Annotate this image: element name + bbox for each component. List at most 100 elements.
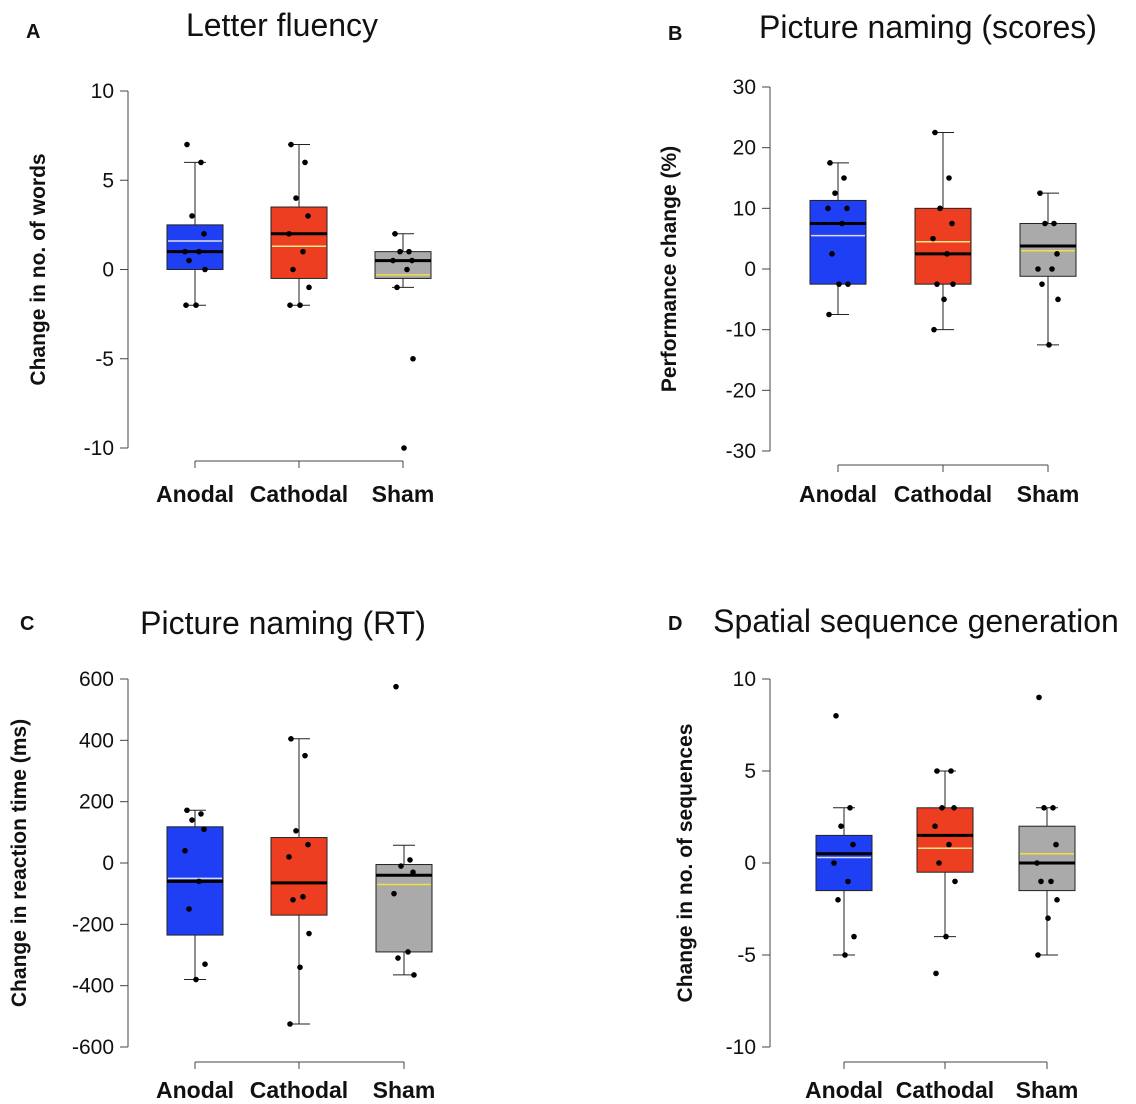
panel-a: A Letter fluency Change in no. of words -10… [26, 7, 434, 507]
box-anodal [166, 141, 224, 309]
data-point [1051, 220, 1057, 227]
data-point [934, 768, 940, 774]
iqr-box [916, 807, 974, 873]
x-tick-label: Cathodal [250, 481, 348, 507]
data-point [1037, 190, 1043, 196]
y-tick-label: -10 [84, 437, 114, 460]
box-anodal [809, 160, 867, 318]
data-point [184, 807, 190, 814]
y-tick-label: 10 [733, 668, 756, 691]
x-tick-label: Sham [1016, 1077, 1079, 1103]
x-tick-label: Sham [372, 481, 435, 507]
box-anodal [815, 713, 873, 958]
y-tick-label: -10 [726, 319, 756, 342]
y-tick-label: -20 [726, 379, 756, 402]
x-tick-label: Anodal [156, 481, 234, 507]
data-point [392, 231, 398, 237]
data-point [1053, 841, 1059, 848]
box-cathodal [916, 768, 974, 977]
y-tick-label: -600 [72, 1036, 114, 1059]
data-point [932, 823, 938, 829]
y-axis-label: Change in no. of sequences [674, 724, 697, 1003]
data-point [826, 311, 832, 318]
data-point [288, 141, 294, 148]
data-point [398, 863, 404, 869]
chart-title: Picture naming (RT) [140, 605, 426, 641]
data-point [202, 266, 208, 273]
data-point [390, 257, 396, 264]
data-point [951, 805, 957, 811]
x-tick-label: Anodal [799, 481, 877, 507]
data-point [288, 736, 294, 742]
x-tick-label: Sham [373, 1077, 436, 1103]
data-point [406, 248, 412, 255]
data-point [946, 841, 952, 848]
data-point [851, 933, 857, 940]
data-point [946, 175, 952, 181]
data-point [836, 281, 842, 287]
data-point [838, 823, 844, 829]
data-point [290, 897, 296, 903]
data-point [829, 251, 835, 257]
iqr-box [1019, 223, 1077, 277]
y-tick-label: 0 [744, 852, 756, 875]
data-point [201, 231, 207, 237]
data-point [1034, 860, 1040, 866]
data-point [300, 248, 306, 255]
y-tick-label: 0 [102, 852, 114, 875]
data-point [1055, 296, 1061, 303]
data-point [1054, 897, 1060, 903]
y-axis-label: Change in reaction time (ms) [8, 719, 31, 1007]
data-point [410, 355, 416, 362]
panel-b: B Picture naming (scores) Performance chan… [658, 9, 1097, 507]
box-sham [1018, 694, 1076, 958]
y-tick-label: -10 [726, 1036, 756, 1059]
box-cathodal [270, 736, 328, 1027]
data-point [290, 266, 296, 273]
data-point [397, 248, 403, 255]
y-tick-label: 10 [733, 197, 756, 220]
data-point [202, 961, 208, 967]
data-point [944, 251, 950, 257]
data-point [1038, 878, 1044, 885]
data-point [302, 159, 308, 166]
data-point [189, 817, 195, 823]
data-point [842, 952, 848, 958]
data-point [196, 878, 202, 885]
data-point [949, 220, 955, 227]
data-point [394, 284, 400, 291]
data-point [1039, 281, 1045, 287]
data-point [847, 805, 853, 811]
data-point [950, 281, 956, 287]
iqr-box [1018, 825, 1076, 892]
data-point [182, 248, 188, 255]
panel-d: D Spatial sequence generation Change in no… [668, 603, 1119, 1103]
data-point [198, 159, 204, 166]
data-point [184, 141, 190, 148]
data-point [832, 190, 838, 196]
data-point [196, 248, 202, 255]
y-tick-label: 600 [79, 668, 114, 691]
data-point [930, 235, 936, 242]
data-point [302, 752, 308, 759]
data-point [306, 930, 312, 937]
iqr-box [809, 199, 867, 285]
box-sham [375, 683, 433, 978]
data-point [1035, 266, 1041, 272]
y-tick-label: -200 [72, 913, 114, 936]
data-point [931, 326, 937, 333]
y-tick-label: -30 [726, 440, 756, 463]
y-axis-label: Performance change (%) [658, 146, 681, 392]
data-point [850, 841, 856, 848]
panel-letter: D [668, 613, 682, 635]
data-point [827, 160, 833, 166]
data-point [845, 281, 851, 287]
data-point [934, 281, 940, 287]
data-point [948, 768, 954, 774]
y-tick-label: 30 [733, 76, 756, 99]
box-anodal [166, 807, 224, 983]
data-point [839, 220, 845, 227]
y-tick-label: -400 [72, 975, 114, 998]
data-point [941, 296, 947, 303]
data-point [1048, 878, 1054, 885]
